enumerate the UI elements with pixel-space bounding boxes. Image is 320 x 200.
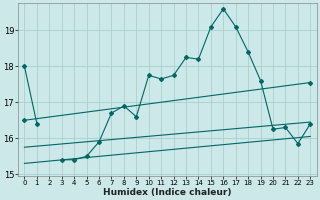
X-axis label: Humidex (Indice chaleur): Humidex (Indice chaleur) [103, 188, 232, 197]
